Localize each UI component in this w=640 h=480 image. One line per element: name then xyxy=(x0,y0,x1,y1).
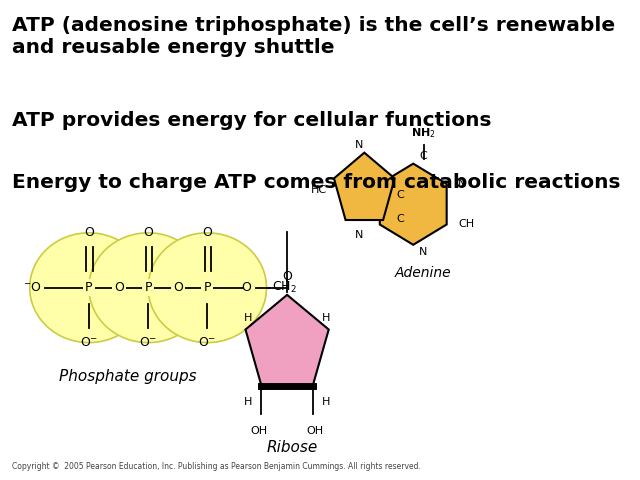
Text: ATP provides energy for cellular functions: ATP provides energy for cellular functio… xyxy=(12,111,491,130)
Circle shape xyxy=(89,233,207,343)
Text: NH$_2$: NH$_2$ xyxy=(412,126,436,140)
Text: Adenine: Adenine xyxy=(396,266,452,280)
Text: P: P xyxy=(204,281,211,294)
Text: N: N xyxy=(419,247,428,257)
Text: H: H xyxy=(244,312,252,323)
Text: O$^{-}$: O$^{-}$ xyxy=(80,336,98,349)
Text: O: O xyxy=(241,281,251,294)
Text: $^{-}$O: $^{-}$O xyxy=(23,281,42,294)
Text: O: O xyxy=(84,227,94,240)
Text: N: N xyxy=(458,179,467,189)
Polygon shape xyxy=(334,153,395,220)
Text: ATP (adenosine triphosphate) is the cell’s renewable
and reusable energy shuttle: ATP (adenosine triphosphate) is the cell… xyxy=(12,16,615,57)
Text: O: O xyxy=(114,281,124,294)
Text: O: O xyxy=(143,227,153,240)
Text: O$^{-}$: O$^{-}$ xyxy=(139,336,157,349)
Text: CH: CH xyxy=(458,219,474,229)
Text: Ribose: Ribose xyxy=(267,440,318,455)
Text: O$^{-}$: O$^{-}$ xyxy=(198,336,216,349)
Text: OH: OH xyxy=(307,426,324,436)
Text: H: H xyxy=(244,397,253,408)
Text: P: P xyxy=(85,281,93,294)
Text: O: O xyxy=(202,227,212,240)
Text: Phosphate groups: Phosphate groups xyxy=(59,369,196,384)
Text: OH: OH xyxy=(250,426,268,436)
Polygon shape xyxy=(246,295,329,385)
Text: C: C xyxy=(420,151,428,161)
Text: O: O xyxy=(173,281,183,294)
Text: P: P xyxy=(145,281,152,294)
Text: H: H xyxy=(321,397,330,408)
Text: C: C xyxy=(397,190,404,200)
Text: HC: HC xyxy=(311,185,327,195)
Text: O: O xyxy=(282,270,292,283)
Circle shape xyxy=(148,233,266,343)
Text: N: N xyxy=(355,229,364,240)
Text: C: C xyxy=(397,214,404,224)
Text: Energy to charge ATP comes from catabolic reactions: Energy to charge ATP comes from cataboli… xyxy=(12,173,620,192)
Text: CH$_2$: CH$_2$ xyxy=(271,280,296,295)
Text: H: H xyxy=(322,312,330,323)
Circle shape xyxy=(29,233,148,343)
Polygon shape xyxy=(380,164,447,245)
Text: N: N xyxy=(355,140,364,150)
Text: Copyright ©  2005 Pearson Education, Inc. Publishing as Pearson Benjamin Cumming: Copyright © 2005 Pearson Education, Inc.… xyxy=(12,462,420,471)
